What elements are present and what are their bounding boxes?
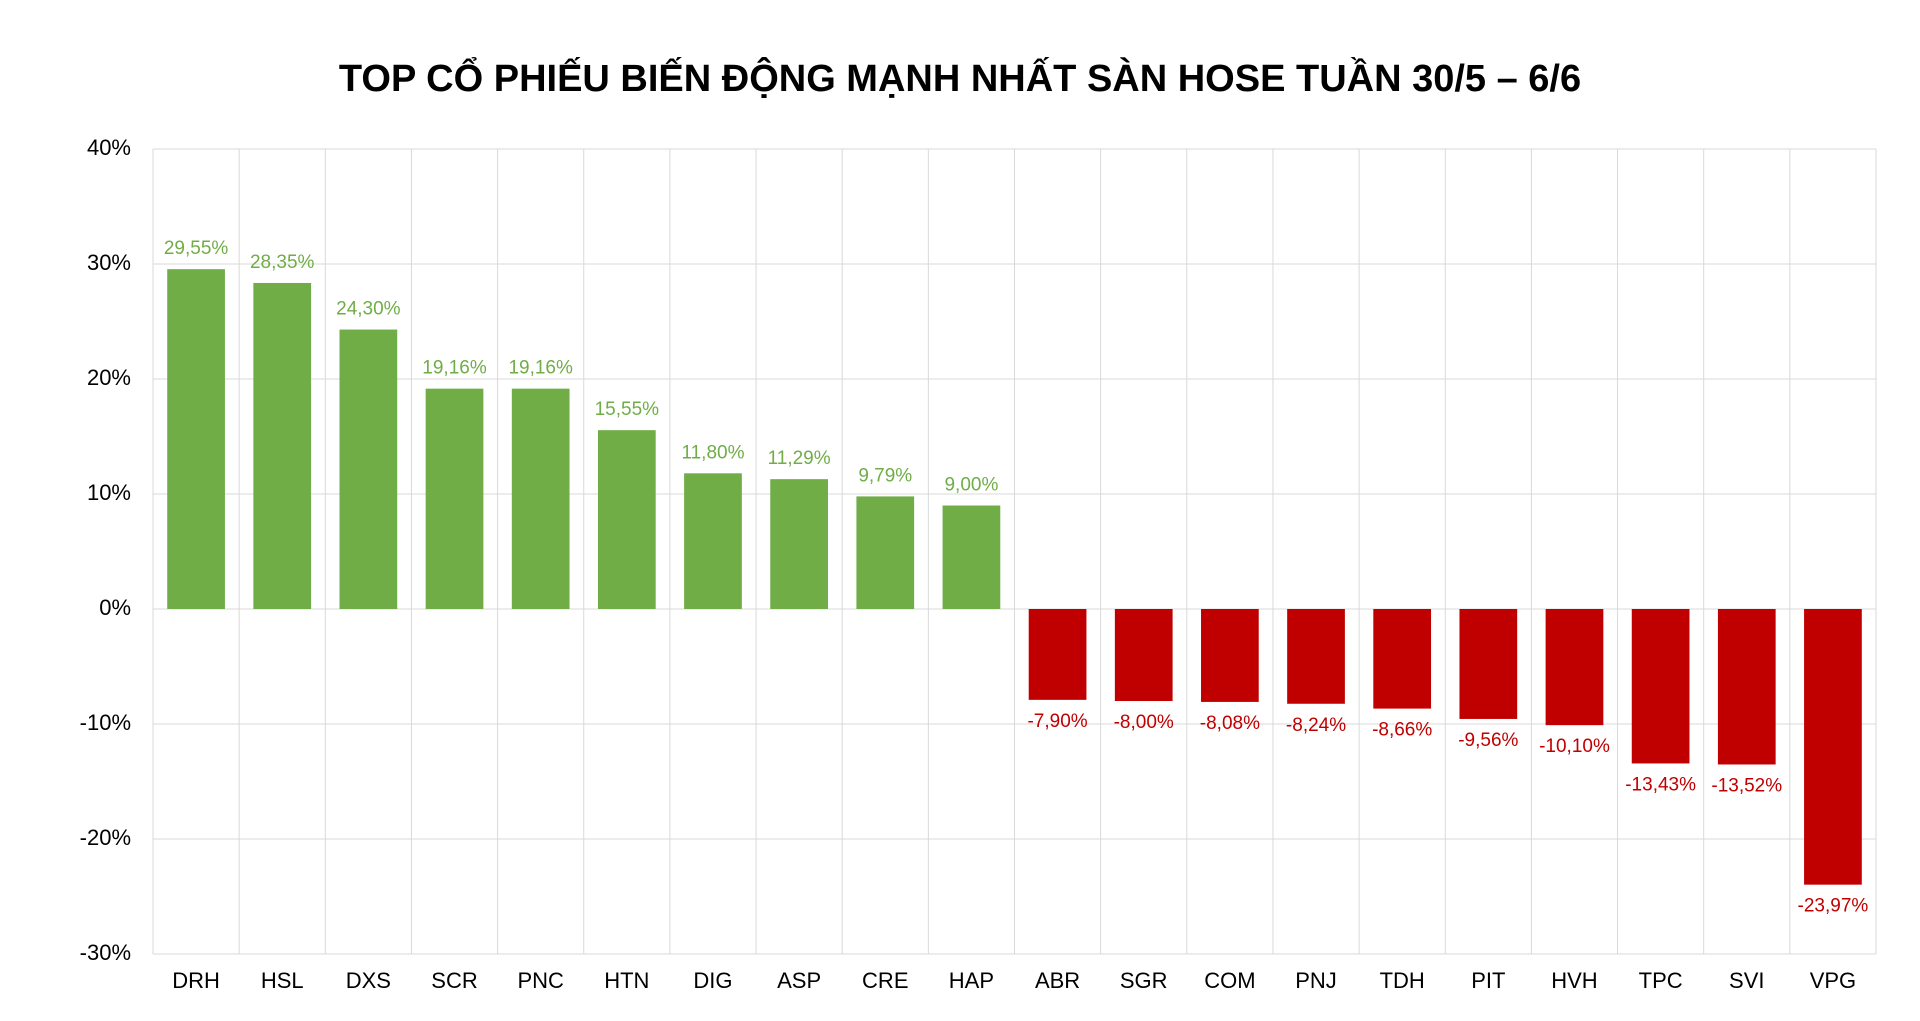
bar xyxy=(1201,609,1259,702)
y-tick-label: 0% xyxy=(99,595,131,620)
value-label: -13,52% xyxy=(1711,775,1782,796)
value-label: 19,16% xyxy=(508,358,573,379)
bar xyxy=(856,496,915,609)
y-tick-label: 20% xyxy=(87,365,131,390)
bar xyxy=(167,269,225,609)
value-label: 9,79% xyxy=(858,465,912,486)
x-tick-label: DIG xyxy=(693,968,732,993)
value-label: 29,55% xyxy=(164,238,229,259)
bar xyxy=(511,388,570,609)
y-tick-label: -20% xyxy=(80,825,131,850)
x-tick-label: HAP xyxy=(949,968,994,993)
value-label: 24,30% xyxy=(336,299,401,320)
bar xyxy=(1028,609,1087,700)
value-label: -13,43% xyxy=(1625,774,1696,795)
x-tick-label: SGR xyxy=(1120,968,1168,993)
bar xyxy=(1373,609,1432,709)
x-tick-label: TDH xyxy=(1380,968,1425,993)
x-tick-label: SVI xyxy=(1729,968,1764,993)
bar xyxy=(339,329,398,609)
value-label: -8,00% xyxy=(1114,712,1174,733)
value-label: -7,90% xyxy=(1027,711,1087,732)
value-label: -9,56% xyxy=(1458,730,1518,751)
x-tick-label: ABR xyxy=(1035,968,1080,993)
x-tick-label: PNJ xyxy=(1295,968,1337,993)
bar xyxy=(1114,609,1173,701)
value-label: -10,10% xyxy=(1539,736,1610,757)
x-tick-label: TPC xyxy=(1639,968,1683,993)
bar xyxy=(425,388,484,609)
bar xyxy=(770,479,828,609)
y-tick-label: 40% xyxy=(87,135,131,160)
value-label: -8,66% xyxy=(1372,720,1432,741)
x-tick-label: HVH xyxy=(1551,968,1597,993)
bar xyxy=(597,430,656,609)
value-label: 11,80% xyxy=(681,442,744,463)
x-tick-label: ASP xyxy=(777,968,821,993)
x-tick-label: VPG xyxy=(1810,968,1856,993)
y-tick-label: 30% xyxy=(87,250,131,275)
y-tick-label: -30% xyxy=(80,940,131,965)
value-label: -8,24% xyxy=(1286,715,1346,736)
y-tick-label: 10% xyxy=(87,480,131,505)
bar xyxy=(684,473,742,609)
bar xyxy=(253,282,312,609)
bar xyxy=(1631,609,1690,764)
x-tick-label: DXS xyxy=(346,968,391,993)
x-tick-label: HTN xyxy=(604,968,649,993)
value-label: 28,35% xyxy=(250,252,315,273)
bar xyxy=(1459,609,1518,719)
x-tick-label: SCR xyxy=(431,968,477,993)
x-tick-label: COM xyxy=(1204,968,1255,993)
bar xyxy=(942,505,1001,609)
bar xyxy=(1804,609,1862,885)
bar xyxy=(1287,609,1345,704)
y-tick-label: -10% xyxy=(80,710,131,735)
x-tick-label: PNC xyxy=(517,968,564,993)
chart-title: TOP CỔ PHIẾU BIẾN ĐỘNG MẠNH NHẤT SÀN HOS… xyxy=(339,55,1581,100)
value-label: 15,55% xyxy=(595,399,660,420)
value-label: 19,16% xyxy=(422,358,487,379)
x-tick-label: CRE xyxy=(862,968,908,993)
value-label: 11,29% xyxy=(768,448,831,469)
x-tick-label: PIT xyxy=(1471,968,1505,993)
value-label: -23,97% xyxy=(1798,896,1869,917)
x-tick-label: DRH xyxy=(172,968,220,993)
bar xyxy=(1717,609,1776,765)
x-tick-label: HSL xyxy=(261,968,304,993)
value-label: 9,00% xyxy=(944,475,998,496)
value-label: -8,08% xyxy=(1200,713,1260,734)
bar xyxy=(1545,609,1604,726)
